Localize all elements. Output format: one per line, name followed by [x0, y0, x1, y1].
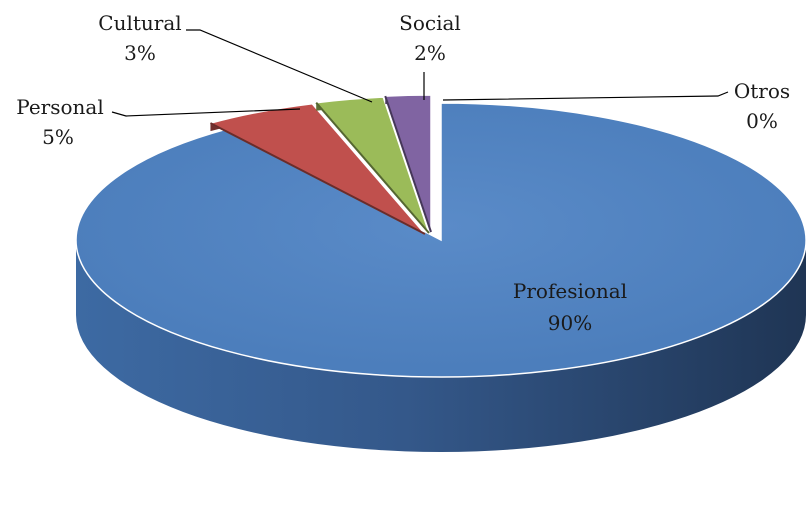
slice-label-personal: Personal	[16, 95, 103, 119]
slice-cultural-facet	[315, 102, 430, 234]
slice-label-profesional: Profesional	[513, 279, 627, 303]
slice-value-otros: 0%	[746, 109, 778, 133]
slice-profesional	[75, 102, 806, 378]
leader-lines	[111, 29, 729, 117]
pie-slices	[75, 94, 806, 452]
leader-line-cultural	[186, 29, 373, 103]
slice-value-profesional: 90%	[548, 311, 592, 335]
leader-line-otros	[442, 91, 729, 101]
slice-social-facet	[384, 95, 432, 233]
slice-label-otros: Otros	[734, 79, 790, 103]
slice-personal-facet	[209, 122, 426, 235]
slice-value-social: 2%	[414, 41, 446, 65]
slice-labels: Cultural 3% Social 2% Personal 5% Otros …	[16, 11, 790, 335]
leader-line-personal	[111, 108, 301, 117]
slice-profesional-side	[76, 240, 806, 452]
slice-label-social: Social	[399, 11, 461, 35]
slice-label-cultural: Cultural	[98, 11, 181, 35]
slice-value-personal: 5%	[42, 125, 74, 149]
slice-value-cultural: 3%	[124, 41, 156, 65]
